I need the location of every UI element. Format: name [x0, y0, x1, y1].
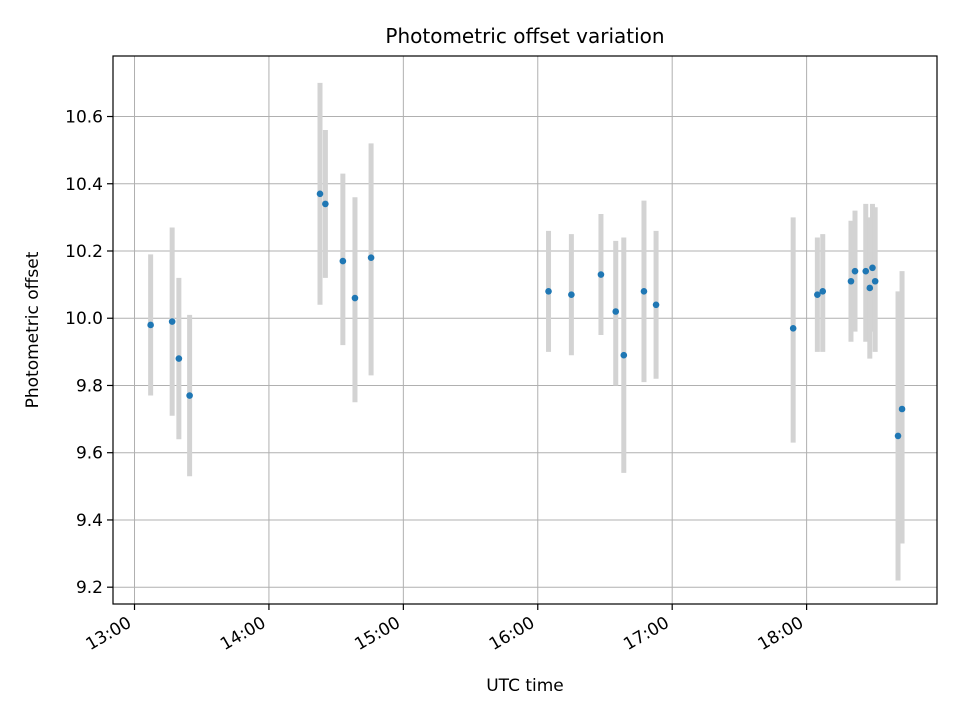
data-point — [871, 277, 879, 285]
data-point — [789, 325, 797, 332]
plot-frame — [112, 55, 938, 605]
data-point — [147, 321, 154, 329]
y-tick-label: 9.4 — [76, 511, 103, 531]
x-tick-label: 18:00 — [755, 613, 807, 655]
y-tick-label: 9.6 — [76, 444, 103, 464]
data-point — [847, 277, 855, 285]
y-tick-label: 9.2 — [76, 578, 103, 598]
x-axis-ticks: 13:00 14:00 15:00 16:00 17:00 18:00 — [83, 604, 808, 655]
data-point — [597, 271, 605, 278]
data-point — [866, 284, 874, 292]
grid — [113, 56, 937, 604]
x-tick-label: 15:00 — [351, 613, 403, 655]
data-point — [612, 308, 620, 315]
x-tick-label: 17:00 — [620, 613, 672, 655]
data-point — [851, 267, 859, 275]
data-point — [620, 351, 628, 359]
y-tick-label: 10.4 — [65, 175, 103, 195]
data-points — [147, 190, 906, 440]
data-point — [339, 257, 347, 265]
data-point — [351, 294, 359, 302]
error-bars — [148, 82, 905, 581]
y-axis-label: Photometric offset — [23, 251, 43, 408]
x-tick-label: 14:00 — [217, 613, 269, 655]
data-point — [652, 301, 660, 309]
y-tick-label: 10.0 — [65, 309, 103, 329]
data-point — [862, 267, 870, 275]
data-point — [545, 288, 552, 295]
y-axis-ticks: 9.2 9.4 9.6 9.8 10.0 10.2 10.4 10.6 — [65, 108, 113, 598]
x-axis-label: UTC time — [486, 676, 564, 696]
data-point — [322, 200, 329, 208]
y-tick-label: 9.8 — [76, 376, 103, 396]
data-point — [894, 432, 902, 440]
data-point — [640, 288, 648, 295]
data-point — [819, 288, 827, 295]
data-point — [175, 355, 183, 362]
data-point — [367, 254, 375, 262]
data-point — [168, 318, 176, 325]
data-point — [568, 291, 575, 298]
y-tick-label: 10.6 — [65, 108, 103, 128]
chart-title: Photometric offset variation — [385, 24, 664, 48]
x-tick-label: 13:00 — [83, 613, 135, 655]
data-point — [316, 190, 324, 198]
data-point — [814, 291, 821, 298]
data-point — [898, 405, 906, 413]
data-point — [186, 392, 193, 399]
x-tick-label: 16:00 — [486, 613, 538, 655]
y-tick-label: 10.2 — [65, 242, 103, 262]
data-point — [869, 264, 876, 272]
